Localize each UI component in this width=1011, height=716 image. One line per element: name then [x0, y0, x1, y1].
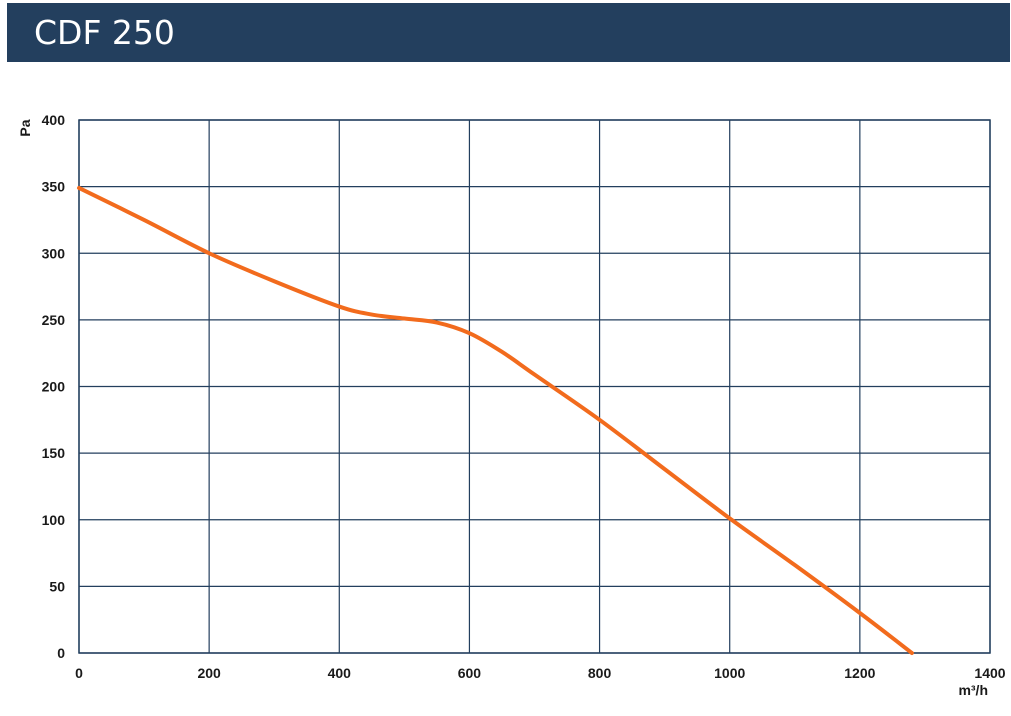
- y-tick-label: 0: [57, 645, 65, 661]
- title-banner: CDF 250: [7, 3, 1010, 62]
- x-tick-label: 800: [588, 665, 612, 681]
- y-tick-label: 150: [42, 445, 66, 461]
- grid-layer: [78, 119, 991, 654]
- x-tick-label: 200: [197, 665, 221, 681]
- x-tick-label: 0: [75, 665, 83, 681]
- plot-frame: [78, 119, 991, 654]
- series-layer: [77, 185, 914, 655]
- y-tick-labels: 0 50 100 150 200 250 300 350 400: [42, 112, 66, 661]
- x-tick-label: 1400: [974, 665, 1005, 681]
- y-tick-label: 100: [42, 512, 66, 528]
- page-title: CDF 250: [34, 13, 175, 52]
- series-line: [77, 185, 914, 655]
- x-axis-title: m³/h: [958, 682, 988, 698]
- x-tick-label: 1200: [844, 665, 875, 681]
- x-tick-label: 600: [458, 665, 482, 681]
- x-tick-label: 400: [328, 665, 352, 681]
- y-tick-label: 350: [42, 179, 66, 195]
- y-axis-title: Pa: [17, 119, 33, 136]
- y-tick-label: 300: [42, 245, 66, 261]
- y-tick-label: 250: [42, 312, 66, 328]
- y-tick-label: 50: [49, 578, 65, 594]
- x-tick-labels: 0 200 400 600 800 1000 1200 1400: [75, 665, 1006, 681]
- x-tick-label: 1000: [714, 665, 745, 681]
- y-tick-label: 400: [42, 112, 66, 128]
- y-tick-label: 200: [42, 379, 66, 395]
